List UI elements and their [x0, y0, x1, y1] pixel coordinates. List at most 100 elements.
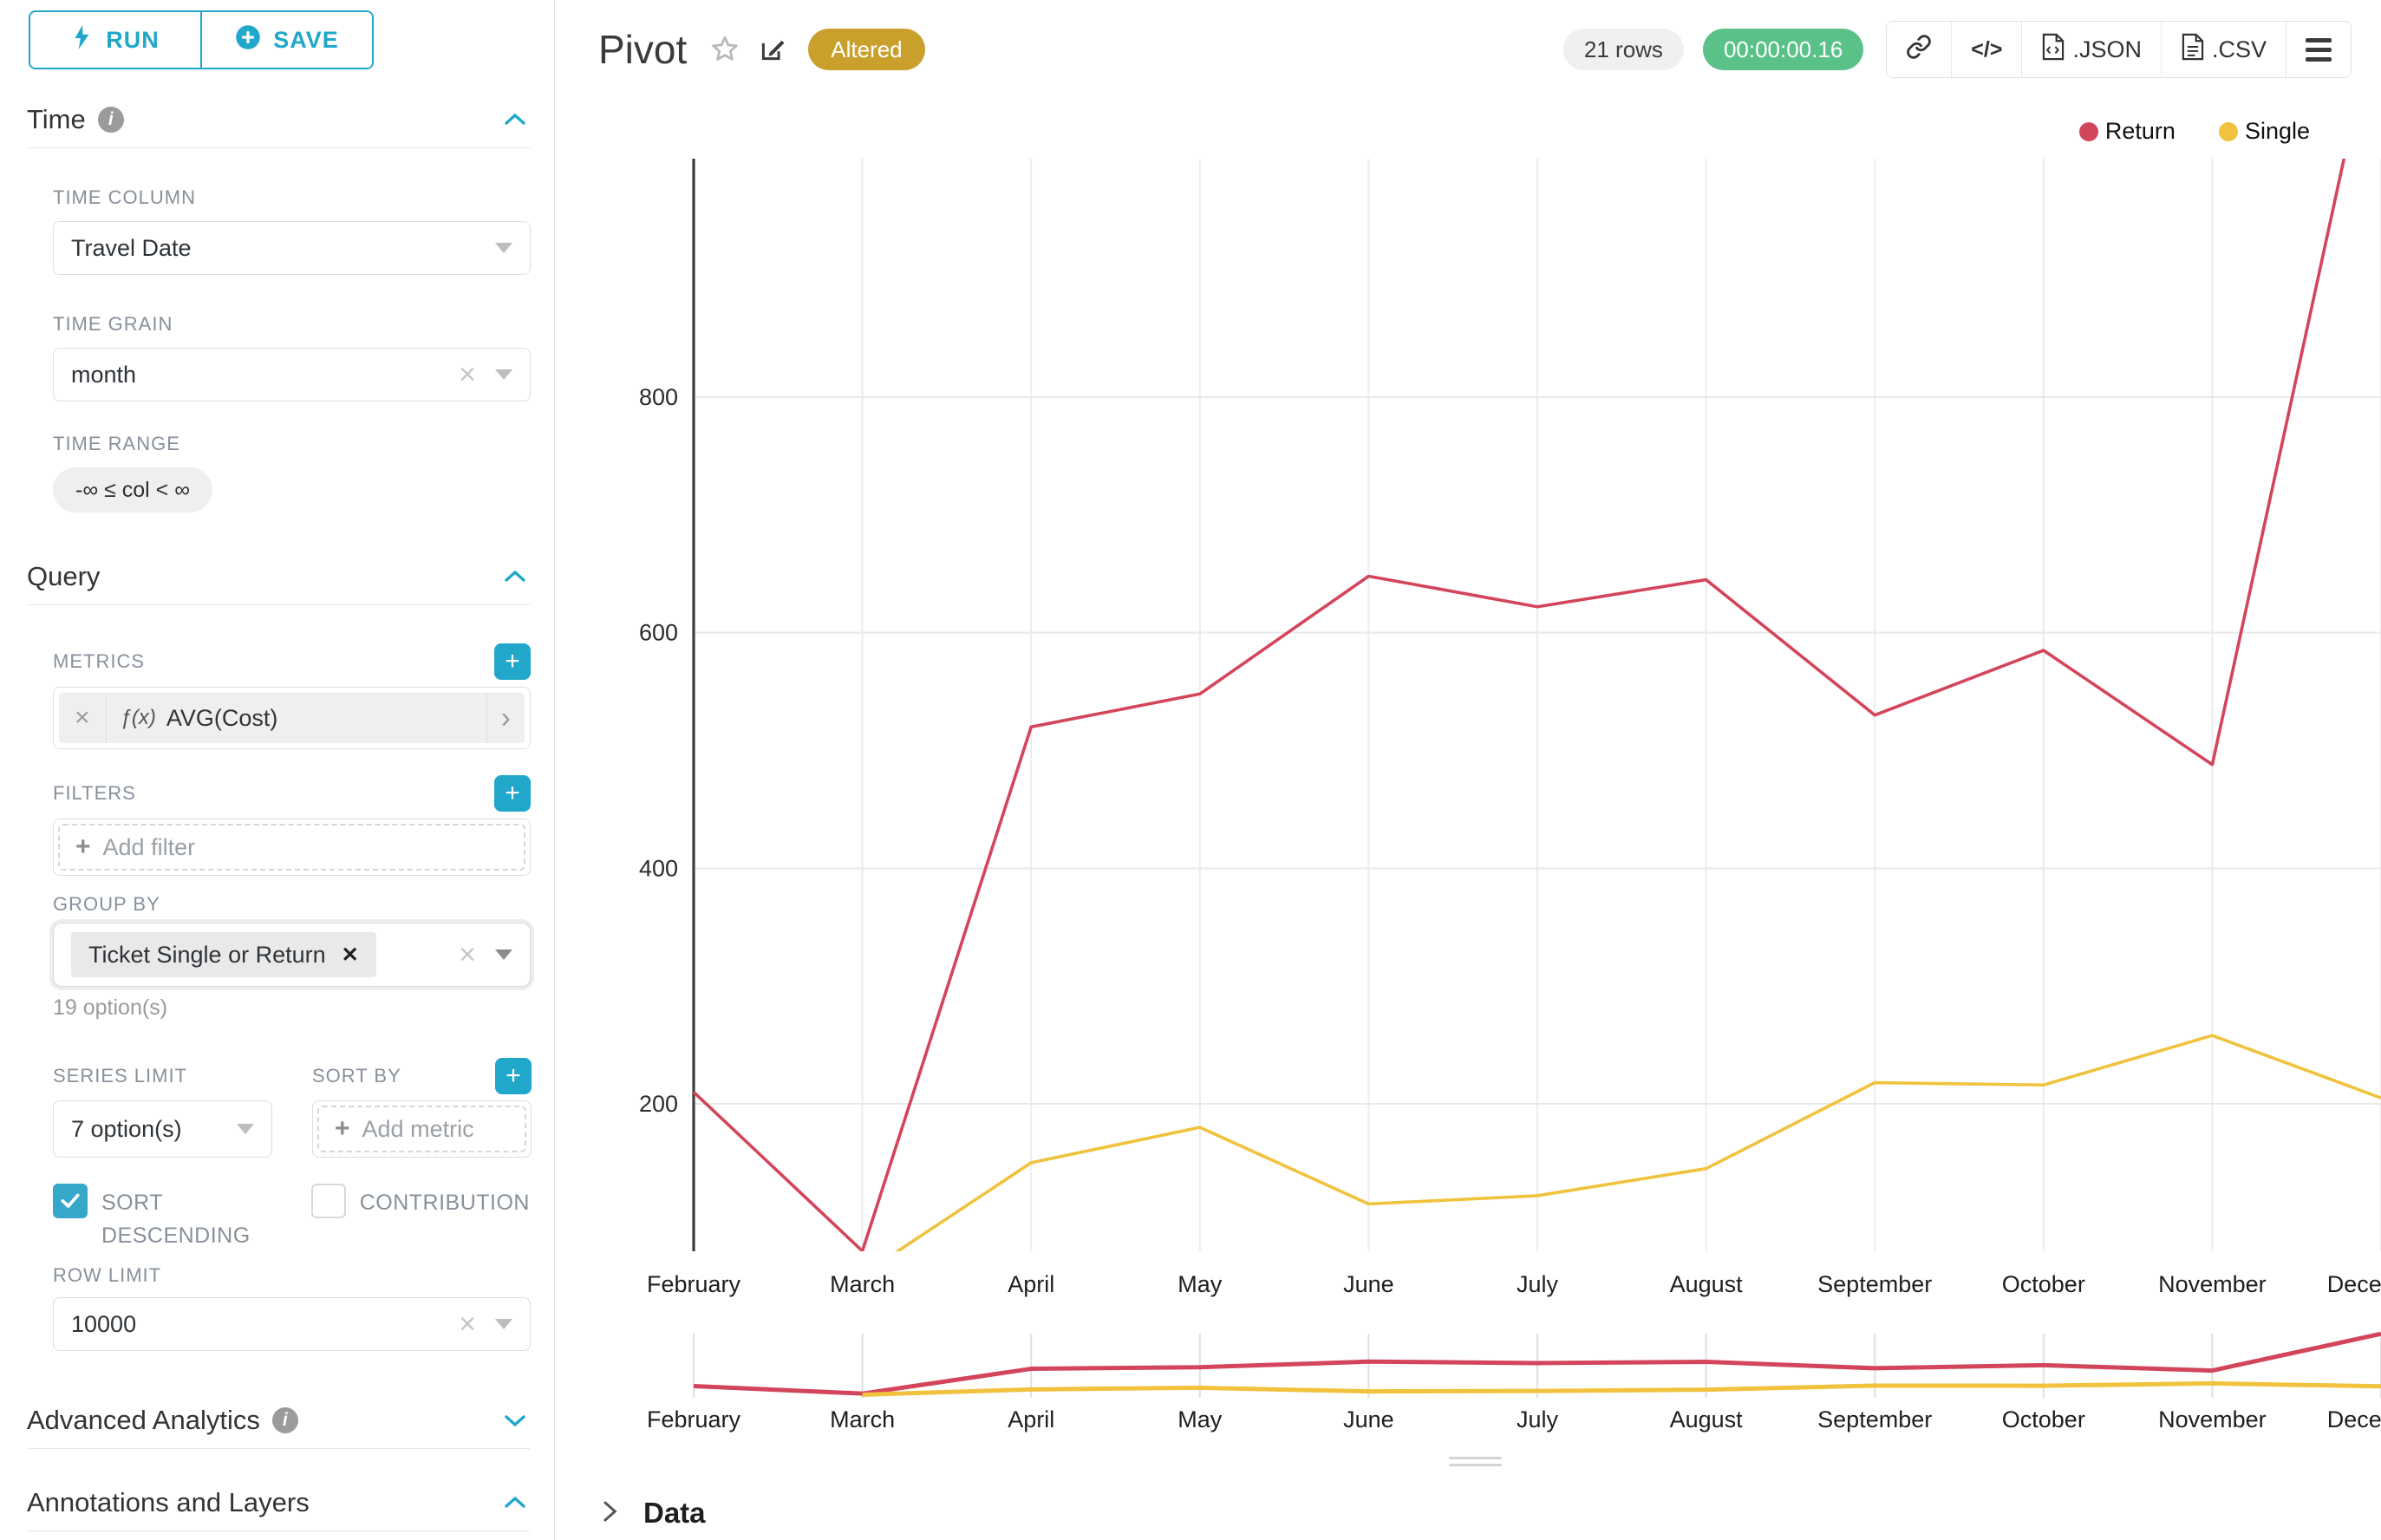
time-column-select[interactable]: Travel Date: [53, 221, 531, 275]
export-json-button[interactable]: .JSON: [2021, 22, 2161, 77]
series-limit-value: 7 option(s): [71, 1115, 182, 1142]
y-axis-tick-label: 200: [639, 1091, 678, 1117]
mini-x-axis-month-label: November: [2158, 1406, 2267, 1432]
mini-x-axis-month-label: July: [1517, 1406, 1559, 1432]
x-axis-month-label: April: [1008, 1271, 1054, 1297]
query-timer-badge: 00:00:00.16: [1702, 29, 1864, 70]
export-json-label: .JSON: [2072, 36, 2142, 62]
chevron-down-icon: [495, 243, 512, 253]
filters-dropzone: + Add filter: [53, 819, 531, 876]
line-chart: 200 400 600 800 February March April May June Jul…: [639, 159, 2381, 1432]
mini-x-axis-month-label: August: [1670, 1406, 1744, 1432]
time-grain-value: month: [71, 361, 137, 388]
x-axis-month-label: March: [830, 1271, 895, 1297]
row-limit-value: 10000: [71, 1310, 137, 1337]
save-button[interactable]: SAVE: [200, 12, 372, 68]
control-panel: RUN SAVE Time i TIME COLUMN Travel Date: [0, 0, 555, 1540]
add-metric-button[interactable]: +: [494, 643, 531, 680]
plus-icon: +: [75, 832, 91, 861]
x-axis-month-label: September: [1817, 1271, 1932, 1297]
lightning-bolt-icon: [71, 24, 94, 56]
clear-icon[interactable]: ×: [459, 357, 476, 391]
chevron-down-icon: [495, 949, 512, 960]
row-limit-select[interactable]: 10000 ×: [53, 1297, 531, 1351]
chevron-down-icon[interactable]: [500, 1410, 530, 1431]
time-range-label: TIME RANGE: [53, 433, 180, 454]
csv-file-icon: [2181, 33, 2205, 67]
group-by-tag: Ticket Single or Return ✕: [71, 932, 376, 977]
chevron-right-icon: [598, 1498, 621, 1529]
chart-legend: Return Single: [2078, 118, 2310, 145]
info-icon: i: [271, 1407, 298, 1433]
save-button-label: SAVE: [273, 26, 339, 53]
hamburger-menu-icon: [2306, 37, 2332, 62]
time-grain-select[interactable]: month ×: [53, 348, 531, 401]
chart-actions-bar: </> .JSON .CSV: [1886, 21, 2352, 78]
annotations-section-header[interactable]: Annotations and Layers: [27, 1487, 530, 1531]
add-sort-metric-placeholder[interactable]: + Add metric: [317, 1106, 526, 1152]
series-limit-select[interactable]: 7 option(s): [53, 1100, 272, 1158]
edit-icon[interactable]: [758, 35, 787, 64]
view-query-button[interactable]: </>: [1951, 22, 2022, 77]
remove-tag-icon[interactable]: ✕: [341, 943, 359, 967]
link-icon: [1906, 34, 1932, 66]
legend-item-return[interactable]: Return: [2078, 118, 2176, 145]
chevron-up-icon[interactable]: [500, 566, 530, 587]
export-csv-button[interactable]: .CSV: [2160, 22, 2286, 77]
time-section-header[interactable]: Time i: [27, 104, 530, 148]
chevron-up-icon[interactable]: [500, 109, 530, 130]
mini-x-axis-month-label: April: [1008, 1406, 1054, 1432]
chevron-right-icon[interactable]: ›: [486, 693, 525, 743]
panel-resize-handle[interactable]: [1449, 1457, 1502, 1466]
legend-dot: [2218, 121, 2238, 141]
metric-pill[interactable]: × ƒ(x) AVG(Cost) ›: [59, 693, 525, 743]
y-axis-tick-label: 800: [639, 384, 678, 410]
add-sort-metric-button[interactable]: +: [495, 1058, 532, 1094]
clear-icon[interactable]: ×: [459, 1307, 476, 1341]
data-panel-title: Data: [643, 1497, 706, 1529]
chevron-up-icon[interactable]: [500, 1492, 530, 1513]
series-line-single: [894, 1034, 2381, 1251]
series-limit-label: SERIES LIMIT: [53, 1065, 188, 1086]
run-button[interactable]: RUN: [30, 12, 200, 68]
copy-link-button[interactable]: [1887, 22, 1952, 77]
metrics-label: METRICS: [53, 650, 145, 672]
code-icon: </>: [1971, 36, 2003, 62]
mini-x-axis-month-label: October: [2002, 1406, 2085, 1432]
x-axis-month-label: May: [1177, 1271, 1223, 1297]
altered-badge[interactable]: Altered: [808, 29, 925, 70]
legend-item-single[interactable]: Single: [2218, 118, 2310, 145]
sort-by-label: SORT BY: [312, 1065, 401, 1086]
favorite-star-icon[interactable]: [709, 34, 740, 65]
group-by-label: GROUP BY: [53, 893, 160, 915]
sort-descending-checkbox[interactable]: [53, 1184, 88, 1218]
add-filter-button[interactable]: +: [494, 775, 531, 812]
plus-circle-icon: [235, 24, 261, 56]
contribution-checkbox[interactable]: [310, 1184, 346, 1218]
data-panel-toggle[interactable]: Data: [598, 1497, 706, 1530]
clear-icon[interactable]: ×: [459, 937, 476, 971]
mini-x-axis-month-label: May: [1177, 1406, 1223, 1432]
x-axis-month-label: February: [647, 1271, 741, 1297]
mini-x-axis-month-label: February: [647, 1406, 741, 1432]
x-axis-month-label: June: [1343, 1271, 1394, 1297]
remove-metric-icon[interactable]: ×: [59, 693, 107, 743]
sort-descending-option[interactable]: SORT DESCENDING: [53, 1182, 271, 1252]
query-section-header[interactable]: Query: [27, 561, 530, 605]
group-by-select[interactable]: Ticket Single or Return ✕ ×: [53, 923, 531, 987]
time-section-title: Time: [27, 104, 86, 134]
menu-button[interactable]: [2286, 22, 2351, 77]
time-grain-label: TIME GRAIN: [53, 313, 173, 335]
chevron-down-icon: [495, 369, 512, 380]
time-range-pill[interactable]: -∞ ≤ col < ∞: [53, 467, 213, 512]
mini-series-line-return: [693, 1331, 2381, 1396]
contribution-option[interactable]: CONTRIBUTION: [310, 1182, 530, 1252]
x-axis-month-label: November: [2158, 1271, 2267, 1297]
advanced-analytics-section-header[interactable]: Advanced Analytics i: [27, 1405, 530, 1449]
row-limit-label: ROW LIMIT: [53, 1264, 162, 1286]
y-axis-tick-label: 600: [639, 620, 678, 646]
time-column-value: Travel Date: [71, 234, 192, 261]
add-filter-placeholder[interactable]: + Add filter: [58, 824, 525, 871]
group-by-tag-label: Ticket Single or Return: [88, 941, 326, 968]
export-csv-label: .CSV: [2211, 36, 2267, 62]
